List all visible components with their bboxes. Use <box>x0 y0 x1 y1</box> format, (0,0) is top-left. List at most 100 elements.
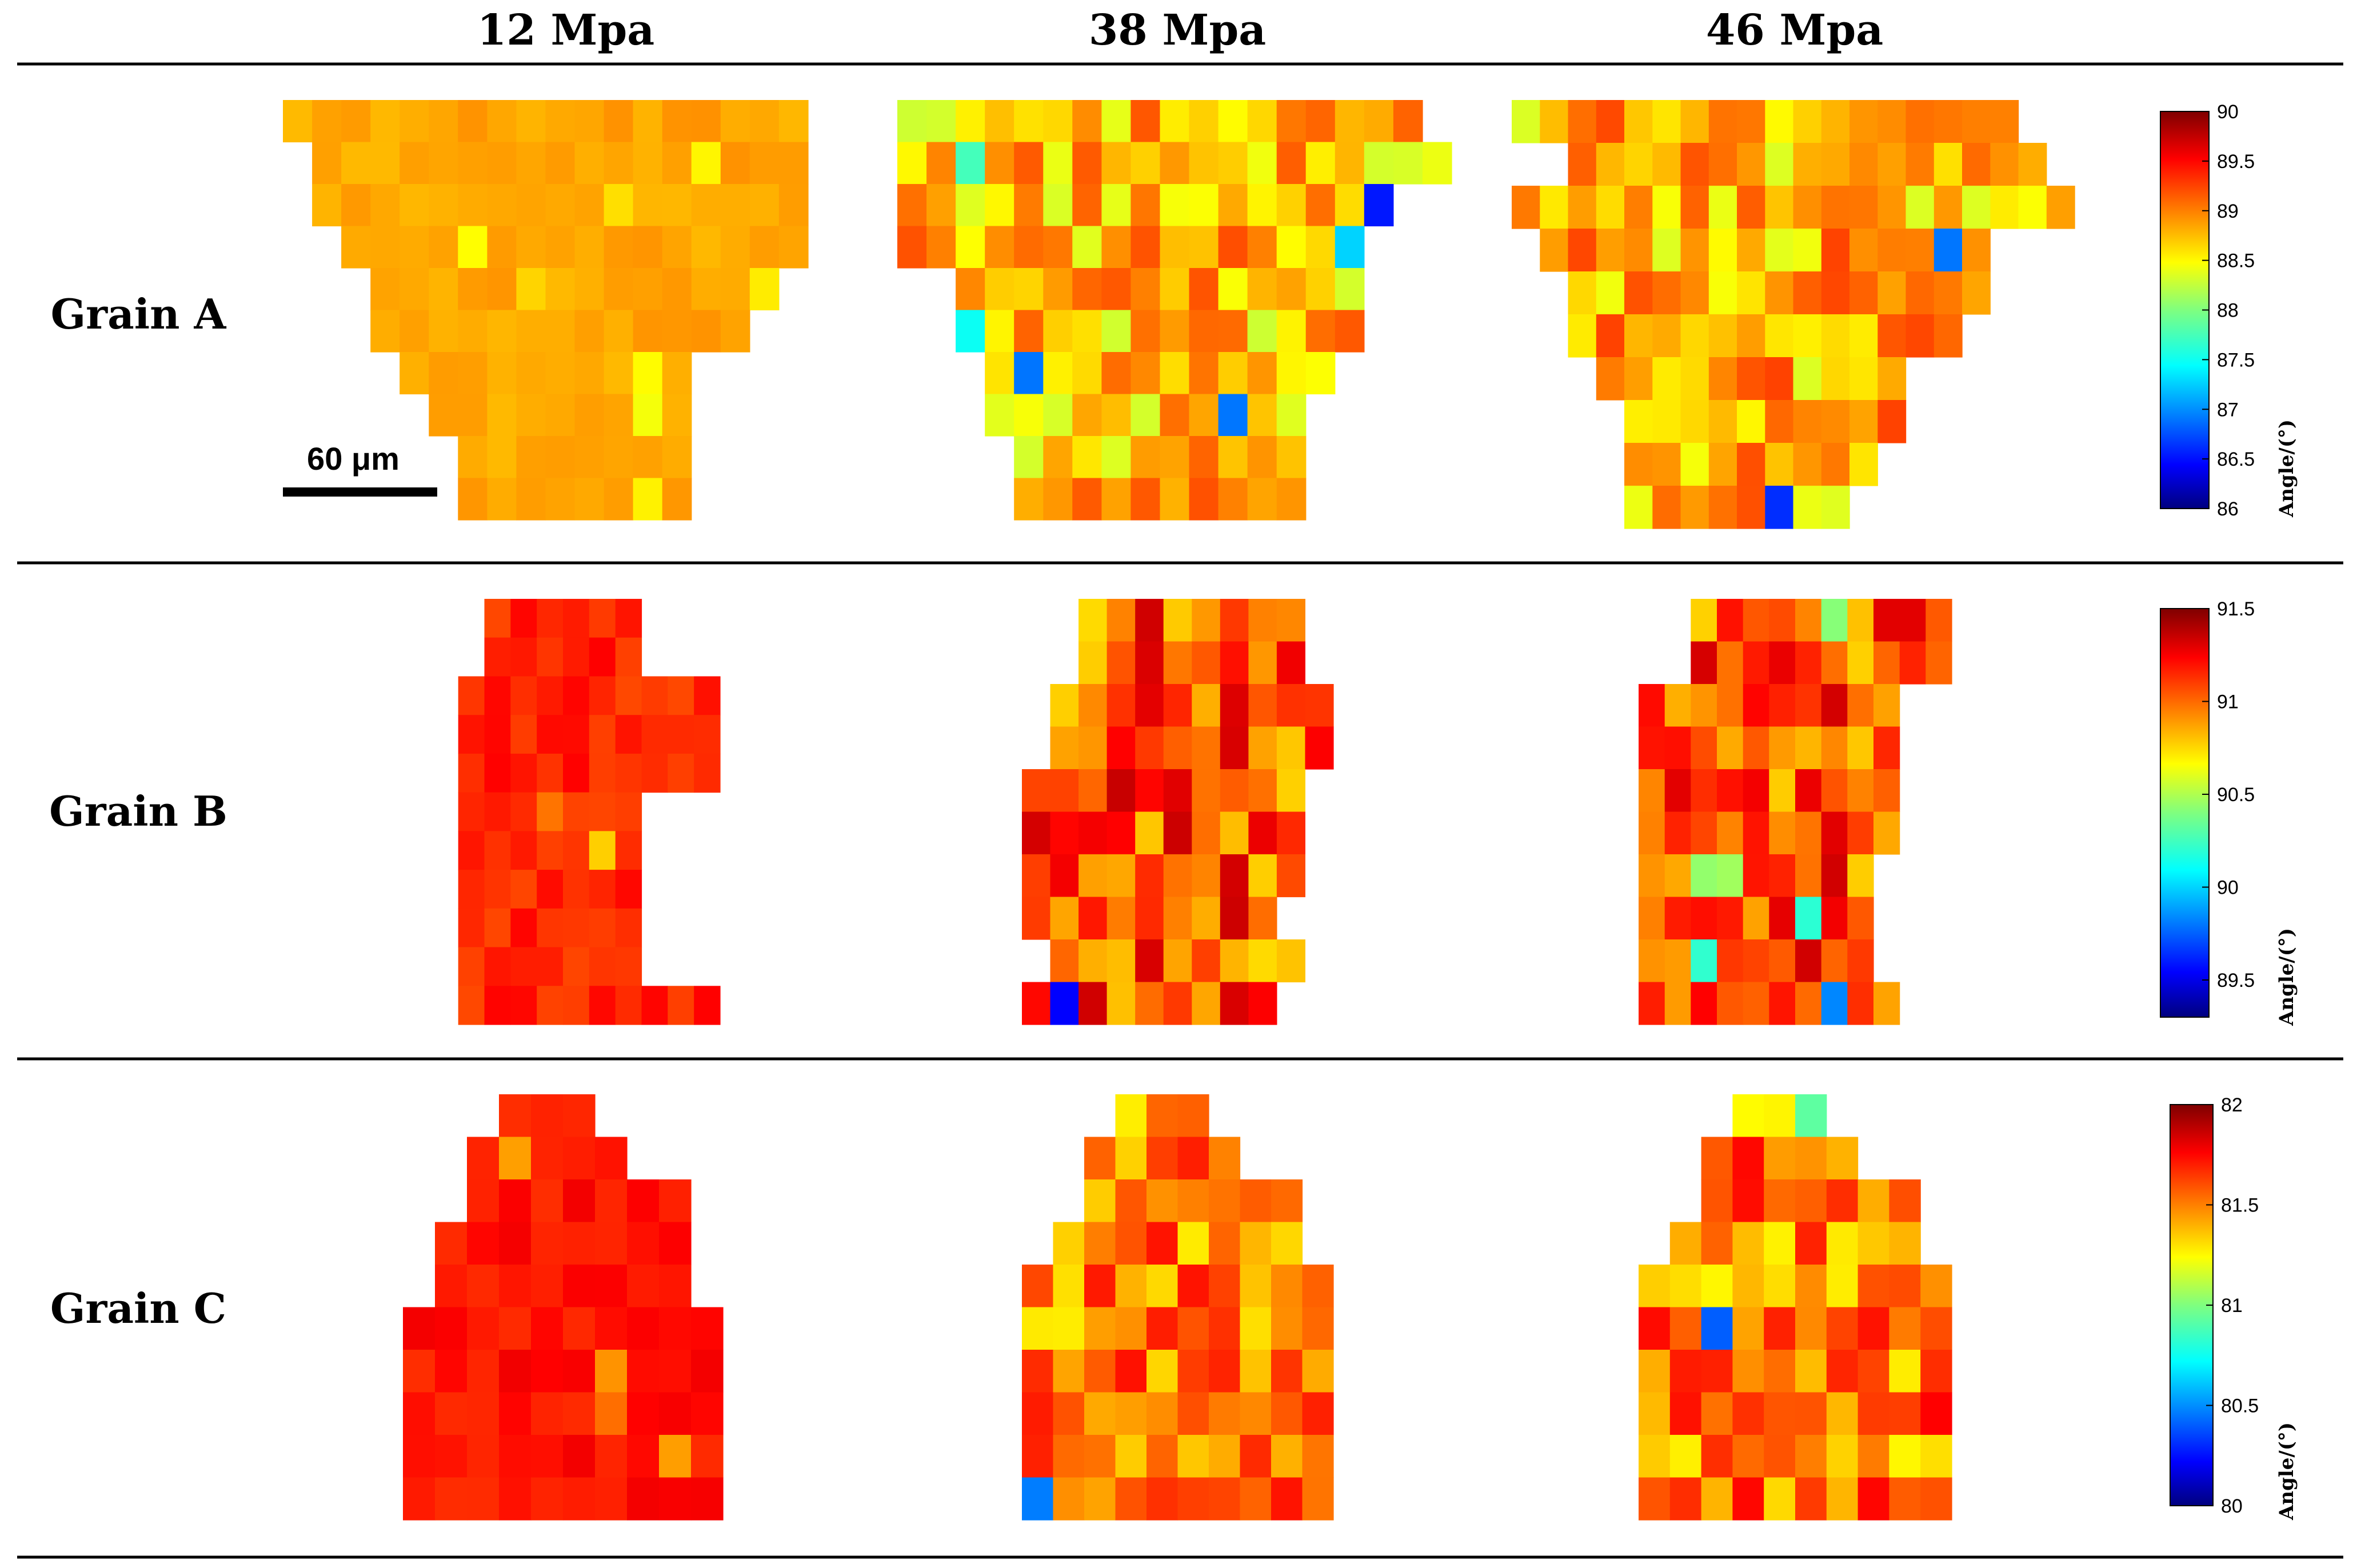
heatmap-cell <box>1920 1435 1952 1478</box>
heatmap-cell <box>1115 1222 1147 1265</box>
heatmap-cell <box>1218 310 1248 353</box>
heatmap-cell <box>574 100 605 143</box>
heatmap-cell <box>1821 982 1848 1025</box>
heatmap-cell <box>1247 352 1277 395</box>
heatmap-cell <box>1873 599 1900 642</box>
heatmap-cell <box>531 1350 564 1393</box>
heatmap-cell <box>627 1222 660 1265</box>
heatmap-cell <box>1050 982 1079 1025</box>
heatmap-cell <box>1933 229 1963 272</box>
heatmap-cell <box>1177 1307 1209 1350</box>
scale-bar <box>283 487 437 497</box>
heatmap-cell <box>1192 726 1221 770</box>
heatmap-cell <box>516 142 546 185</box>
heatmap-cell <box>1920 1265 1952 1308</box>
heatmap-cell <box>487 184 517 227</box>
heatmap-cell <box>537 753 564 793</box>
heatmap-cell <box>1664 897 1691 940</box>
heatmap-cell <box>1146 1222 1178 1265</box>
heatmap-cell <box>484 870 511 909</box>
heatmap-cell <box>1737 486 1765 529</box>
heatmap-cell <box>429 142 458 185</box>
heatmap-cell <box>659 1392 692 1435</box>
heatmap-cell <box>1717 982 1744 1025</box>
heatmap-cell <box>1209 1179 1241 1223</box>
heatmap-cell <box>1220 897 1249 940</box>
heatmap-cell <box>1821 100 1850 143</box>
heatmap-cell <box>499 1392 532 1435</box>
heatmap-cell <box>1764 1435 1796 1478</box>
heatmap-cell <box>589 870 616 909</box>
heatmap-cell <box>510 870 537 909</box>
heatmap-cell <box>458 436 488 479</box>
heatmap-cell <box>484 831 511 870</box>
heatmap-cell <box>1795 1137 1827 1180</box>
heatmap-cell <box>1905 186 1935 229</box>
heatmap-grain-c-46mpa <box>1639 1094 1952 1521</box>
row-label-grain-b: Grain B <box>49 787 227 835</box>
heatmap-cell <box>985 268 1014 311</box>
heatmap-cell <box>641 715 668 754</box>
heatmap-cell <box>516 184 546 227</box>
heatmap-cell <box>1101 478 1132 521</box>
heatmap-cell <box>531 1094 564 1138</box>
heatmap-cell <box>1669 1392 1702 1435</box>
heatmap-cell <box>1821 229 1850 272</box>
heatmap-cell <box>1889 1179 1921 1223</box>
heatmap-cell <box>1189 142 1219 185</box>
heatmap-cell <box>1220 599 1249 642</box>
heatmap-cell <box>1247 268 1277 311</box>
heatmap-cell <box>1146 1265 1178 1308</box>
heatmap-cell <box>1691 769 1717 813</box>
heatmap-cell <box>662 310 692 353</box>
heatmap-cell <box>1043 268 1073 311</box>
heatmap-cell <box>1793 443 1822 486</box>
heatmap-cell <box>720 268 750 311</box>
heatmap-cell <box>1764 1137 1796 1180</box>
heatmap-cell <box>537 676 564 715</box>
heatmap-cell <box>1873 769 1900 813</box>
heatmap-cell <box>1737 100 1765 143</box>
heatmap-cell <box>1022 1307 1054 1350</box>
heatmap-cell <box>458 908 485 948</box>
heatmap-cell <box>1130 184 1161 227</box>
heatmap-cell <box>1106 939 1136 983</box>
heatmap-cell <box>1962 271 1991 315</box>
heatmap-cell <box>487 478 517 521</box>
colorbar-grain-c: 82 81.5 81 80.5 80 <box>2170 1094 2259 1517</box>
heatmap-cell <box>662 268 692 311</box>
heatmap-cell <box>1276 226 1307 269</box>
heatmap-cell <box>668 986 694 1025</box>
heatmap-cell <box>1821 641 1848 685</box>
heatmap-cell <box>1240 1307 1272 1350</box>
heatmap-cell <box>1639 1392 1671 1435</box>
heatmap-cell <box>1084 1392 1116 1435</box>
heatmap-cell <box>1335 100 1365 143</box>
heatmap-grain-b-46mpa <box>1639 599 1952 1025</box>
heatmap-cell <box>595 1435 628 1478</box>
heatmap-cell <box>1899 599 1926 642</box>
heatmap-cell <box>1652 143 1681 186</box>
heatmap-cell <box>1732 1392 1764 1435</box>
heatmap-cell <box>1664 769 1691 813</box>
heatmap-cell <box>1022 769 1051 813</box>
heatmap-cell <box>563 1350 596 1393</box>
heatmap-cell <box>1669 1265 1702 1308</box>
heatmap-cell <box>1877 271 1907 315</box>
heatmap-cell <box>1189 352 1219 395</box>
heatmap-cell <box>1022 897 1051 940</box>
heatmap-cell <box>1050 684 1079 727</box>
colorbar-tick-label: 80.5 <box>2221 1395 2259 1417</box>
heatmap-cell <box>1857 1179 1889 1223</box>
heatmap-cell <box>499 1350 532 1393</box>
heatmap-cell <box>1115 1094 1147 1138</box>
colorbar-tick-label: 81.5 <box>2221 1195 2259 1217</box>
heatmap-cell <box>1305 226 1336 269</box>
heatmap-cell <box>691 1477 724 1521</box>
colorbar-gradient <box>2160 111 2210 509</box>
heatmap-cell <box>1793 229 1822 272</box>
scale-bar-label: 60 μm <box>307 441 400 477</box>
heatmap-cell <box>403 1392 436 1435</box>
heatmap-cell <box>510 831 537 870</box>
heatmap-cell <box>1769 684 1796 727</box>
